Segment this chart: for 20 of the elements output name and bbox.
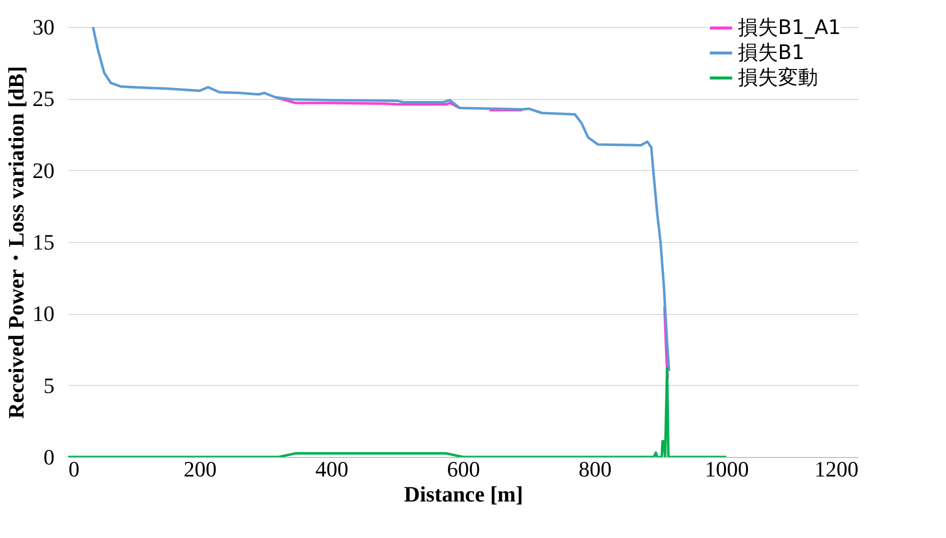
x-tick-label: 600 [447,456,480,482]
legend-label: 損失変動 [738,65,818,89]
y-tick-label: 25 [32,86,54,112]
y-tick-label: 20 [32,158,54,183]
legend-label: 損失B1 [738,40,804,64]
y-tick-label: 10 [32,301,54,326]
line-series [92,27,670,372]
x-tick-label: 0 [68,456,80,482]
y-axis-title: Received Power・Loss variation [dB] [4,66,28,419]
x-tick-label: 800 [578,456,612,482]
x-tick-label: 1000 [704,456,749,482]
y-tick-label: 15 [32,230,54,254]
line-series [68,366,728,457]
y-tick-label: 30 [32,14,54,40]
legend-label: 損失B1_A1 [738,15,841,39]
x-tick-label: 1200 [814,456,858,482]
x-tick-label: 400 [315,456,348,482]
x-tick-label: 200 [184,456,217,482]
y-tick-label: 5 [44,372,54,398]
x-axis-title: Distance [m] [404,482,524,506]
